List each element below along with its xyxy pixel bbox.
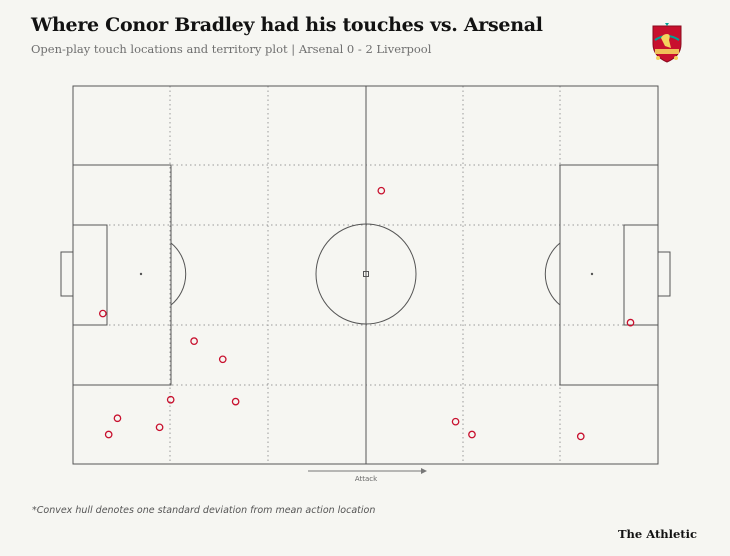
touch-point-5 (166, 395, 175, 404)
chart-title: Where Conor Bradley had his touches vs. … (31, 14, 543, 36)
touch-point-13 (626, 318, 635, 327)
touch-point-2 (98, 309, 107, 318)
pitch-markings (60, 85, 671, 465)
touch-point-1 (377, 186, 386, 195)
right-penalty-spot (590, 272, 594, 276)
touch-point-8 (155, 423, 164, 432)
centre-spot (363, 271, 369, 277)
touch-point-7 (113, 414, 122, 423)
touch-point-11 (468, 430, 476, 439)
attack-label: Attack (355, 475, 378, 483)
footnote: *Convex hull denotes one standard deviat… (32, 505, 376, 516)
left-penalty-box (72, 164, 172, 386)
liverpool-crest-logo (652, 23, 682, 63)
centre-circle (315, 223, 417, 325)
chart-subtitle: Open-play touch locations and territory … (31, 42, 432, 56)
touch-point-6 (231, 397, 240, 406)
left-penalty-spot (139, 272, 143, 276)
right-six-yard-box (623, 224, 659, 326)
touch-points (98, 186, 635, 441)
touch-point-9 (104, 430, 113, 439)
touch-point-12 (576, 432, 585, 441)
the-athletic-logo: The Athletic (617, 527, 697, 541)
attack-arrow (308, 468, 427, 474)
left-penalty-arc (170, 242, 187, 306)
touch-point-4 (218, 355, 227, 364)
left-goal (60, 251, 74, 297)
touch-point-10 (451, 417, 460, 426)
right-penalty-box (559, 164, 659, 386)
touch-point-3 (190, 337, 198, 345)
right-penalty-arc (544, 242, 561, 306)
right-goal (657, 251, 671, 297)
